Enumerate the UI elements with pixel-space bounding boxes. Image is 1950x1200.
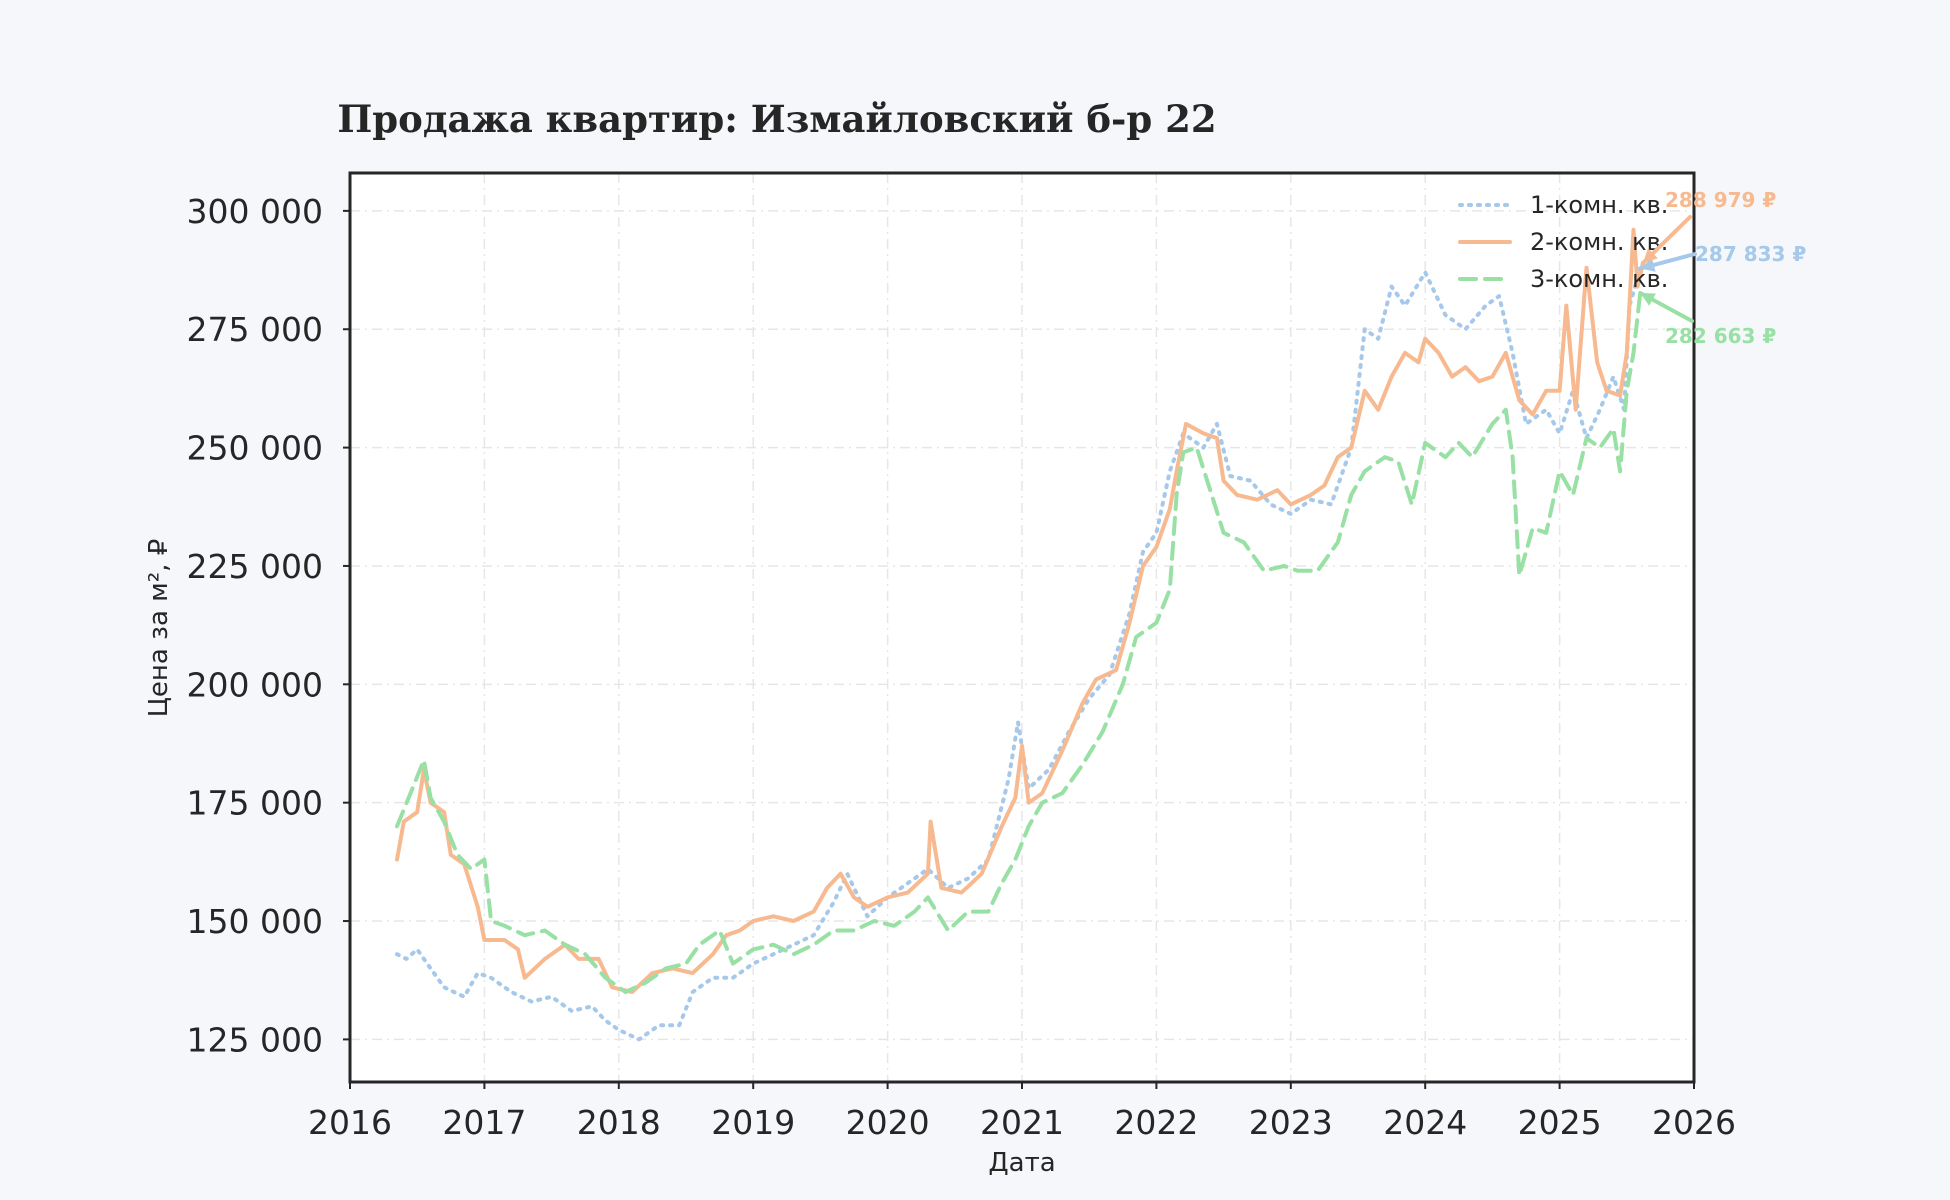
x-tick-label: 2025 — [1518, 1103, 1602, 1142]
x-tick-label: 2016 — [308, 1103, 392, 1142]
legend: 1-комн. кв. 2-комн. кв. 3-комн. кв. — [1458, 191, 1668, 293]
y-tick-label: 300 000 — [187, 192, 323, 231]
x-tick-label: 2023 — [1249, 1103, 1333, 1142]
x-axis-ticks: 2016 2017 2018 2019 2020 2021 2022 2023 2024 2025… — [308, 1082, 1736, 1142]
annotation-arrowhead — [1640, 258, 1656, 272]
legend-label: 2-комн. кв. — [1530, 228, 1668, 256]
x-tick-label: 2024 — [1383, 1103, 1467, 1142]
series-line-2 — [395, 227, 1645, 994]
y-axis-ticks: 125 000 150 000 175 000 200 000 225 000 250 0… — [187, 192, 350, 1059]
y-tick-label: 125 000 — [187, 1020, 323, 1059]
x-axis-label: Дата — [988, 1148, 1055, 1178]
series-line-3 — [395, 291, 1643, 994]
x-tick-label: 2021 — [980, 1103, 1064, 1142]
legend-label: 1-комн. кв. — [1530, 191, 1668, 219]
x-tick-label: 2018 — [577, 1103, 661, 1142]
x-tick-label: 2017 — [442, 1103, 526, 1142]
x-tick-label: 2019 — [711, 1103, 795, 1142]
x-tick-label: 2022 — [1114, 1103, 1198, 1142]
last-value-label: 287 833 ₽ — [1695, 242, 1806, 266]
annotation-arrowhead — [1642, 248, 1658, 264]
y-tick-label: 225 000 — [187, 547, 323, 586]
chart-title: Продажа квартир: Измайловский б-р 22 — [337, 97, 1216, 141]
y-tick-label: 250 000 — [187, 429, 323, 468]
last-value-annotations: 287 833 ₽ 288 979 ₽ 282 663 ₽ — [1638, 188, 1806, 348]
series-lines — [395, 227, 1645, 1042]
last-value-label: 288 979 ₽ — [1665, 188, 1776, 212]
annotation-arrowhead — [1640, 293, 1656, 306]
legend-label: 3-комн. кв. — [1530, 265, 1668, 293]
series-line-1 — [395, 266, 1643, 1042]
y-tick-label: 275 000 — [187, 310, 323, 349]
y-tick-label: 200 000 — [187, 665, 323, 704]
x-tick-label: 2020 — [846, 1103, 930, 1142]
y-tick-label: 150 000 — [187, 902, 323, 941]
y-axis-label: Цена за м², ₽ — [144, 539, 174, 718]
last-value-label: 282 663 ₽ — [1665, 324, 1776, 348]
x-tick-label: 2026 — [1652, 1103, 1736, 1142]
y-tick-label: 175 000 — [187, 784, 323, 823]
